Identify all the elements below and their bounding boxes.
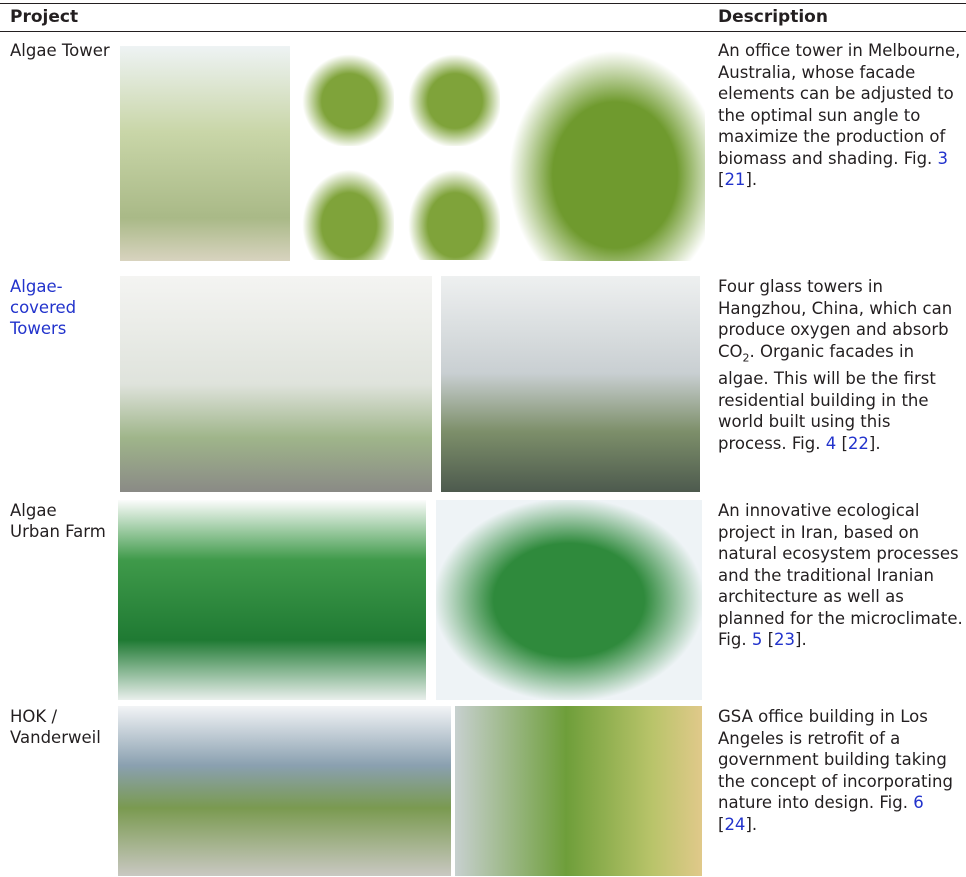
page: {"table": { "header": ["Project", "Descr… [0, 0, 966, 877]
image [294, 46, 394, 146]
project-name[interactable]: Algae-covered Towers [10, 276, 110, 339]
description-text: ]. [795, 630, 807, 649]
description-text: ]. [745, 815, 757, 834]
header-cell: Description [718, 7, 828, 27]
image [400, 160, 500, 260]
description-text: An innovative ecological project in Iran… [718, 501, 963, 649]
image [120, 46, 290, 261]
description-text: [ [762, 630, 774, 649]
top-rule [0, 3, 966, 4]
header-cell: Project [10, 7, 78, 27]
description-text: ]. [745, 170, 757, 189]
subscript: 2 [743, 351, 750, 364]
image [118, 500, 426, 700]
image [441, 276, 700, 492]
reference-link[interactable]: 24 [724, 815, 745, 834]
image [118, 706, 451, 876]
image [505, 46, 705, 261]
description: Four glass towers in Hangzhou, China, wh… [718, 276, 964, 454]
description: GSA office building in Los Angeles is re… [718, 706, 964, 835]
project-name: HOK / Vanderweil [10, 706, 110, 748]
description-text: [ [836, 434, 848, 453]
image [436, 500, 702, 700]
image [455, 706, 702, 876]
reference-link[interactable]: 22 [848, 434, 869, 453]
description: An innovative ecological project in Iran… [718, 500, 964, 651]
project-name: Algae Tower [10, 40, 110, 61]
image [120, 276, 432, 492]
project-name: Algae Urban Farm [10, 500, 110, 542]
description-text: ]. [869, 434, 881, 453]
description: An office tower in Melbourne, Australia,… [718, 40, 964, 191]
reference-link[interactable]: 4 [826, 434, 837, 453]
reference-link[interactable]: 3 [938, 149, 949, 168]
reference-link[interactable]: 5 [752, 630, 763, 649]
reference-link[interactable]: 21 [724, 170, 745, 189]
image [400, 46, 500, 146]
image [294, 160, 394, 260]
reference-link[interactable]: 6 [913, 793, 924, 812]
header-rule [0, 31, 966, 32]
description-text: An office tower in Melbourne, Australia,… [718, 41, 960, 168]
reference-link[interactable]: 23 [774, 630, 795, 649]
